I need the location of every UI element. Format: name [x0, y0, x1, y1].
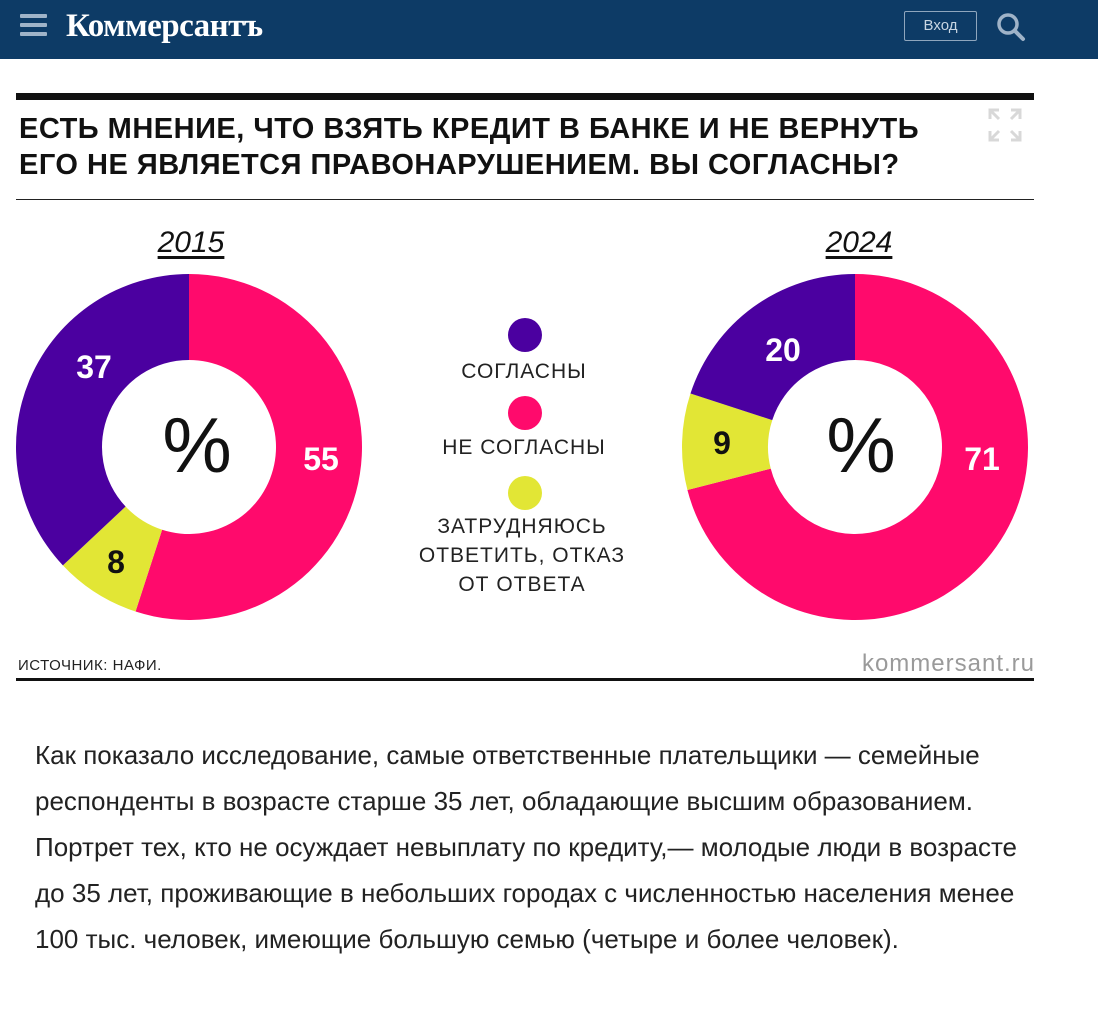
infographic-top-rule	[16, 93, 1034, 100]
data-label-2024-undecided: 9	[713, 425, 731, 461]
infographic-title-rule	[16, 199, 1034, 200]
data-label-2024-agree: 20	[765, 332, 801, 368]
data-label-2015-disagree: 55	[303, 441, 339, 477]
infographic-title: ЕСТЬ МНЕНИЕ, ЧТО ВЗЯТЬ КРЕДИТ В БАНКЕ И …	[19, 111, 979, 183]
chart-2024-year: 2024	[825, 226, 893, 259]
donut-2015-segment-agree	[16, 274, 190, 566]
donut-2015-segment-disagree	[135, 274, 362, 620]
menu-icon[interactable]	[20, 14, 47, 38]
site-logo[interactable]: Коммерсантъ	[66, 8, 263, 44]
legend-label-agree: СОГЛАСНЫ	[461, 360, 587, 383]
legend-label-disagree: НЕ СОГЛАСНЫ	[442, 436, 606, 459]
percent-sign-2024: %	[826, 401, 896, 489]
login-button[interactable]: Вход	[904, 11, 977, 41]
legend-dot-agree	[508, 318, 542, 352]
source-note: ИСТОЧНИК: НАФИ.	[18, 657, 162, 674]
chart-2015-year: 2015	[157, 226, 225, 259]
data-label-2015-undecided: 8	[107, 544, 125, 580]
article-paragraph: Как показало исследование, самые ответст…	[35, 740, 1018, 954]
donut-2015-segment-undecided	[62, 506, 163, 612]
brand-url: kommersant.ru	[861, 650, 1035, 677]
donut-2024-segment-agree	[690, 274, 855, 421]
legend-label-undecided: ЗАТРУДНЯЮСЬ ОТВЕТИТЬ, ОТКАЗ ОТ ОТВЕТА	[418, 515, 626, 596]
legend-dot-disagree	[508, 396, 542, 430]
data-label-2024-disagree: 71	[964, 441, 1000, 477]
donut-2024-segment-undecided	[682, 393, 773, 491]
legend-dot-undecided	[508, 476, 542, 510]
donut-2024-segment-disagree	[687, 274, 1028, 620]
donut-chart-2015	[16, 274, 362, 620]
top-bar: Коммерсантъ Вход	[0, 0, 1098, 59]
infographic-bottom-rule	[16, 678, 1034, 681]
expand-icon[interactable]	[987, 107, 1023, 143]
donut-chart-2024	[682, 274, 1028, 620]
search-icon[interactable]	[996, 12, 1026, 42]
infographic-title-line-2: ЕГО НЕ ЯВЛЯЕТСЯ ПРАВОНАРУШЕНИЕМ. ВЫ СОГЛ…	[19, 149, 900, 181]
percent-sign-2015: %	[162, 401, 232, 489]
data-label-2015-agree: 37	[76, 349, 112, 385]
infographic-title-line-1: ЕСТЬ МНЕНИЕ, ЧТО ВЗЯТЬ КРЕДИТ В БАНКЕ И …	[19, 113, 920, 145]
